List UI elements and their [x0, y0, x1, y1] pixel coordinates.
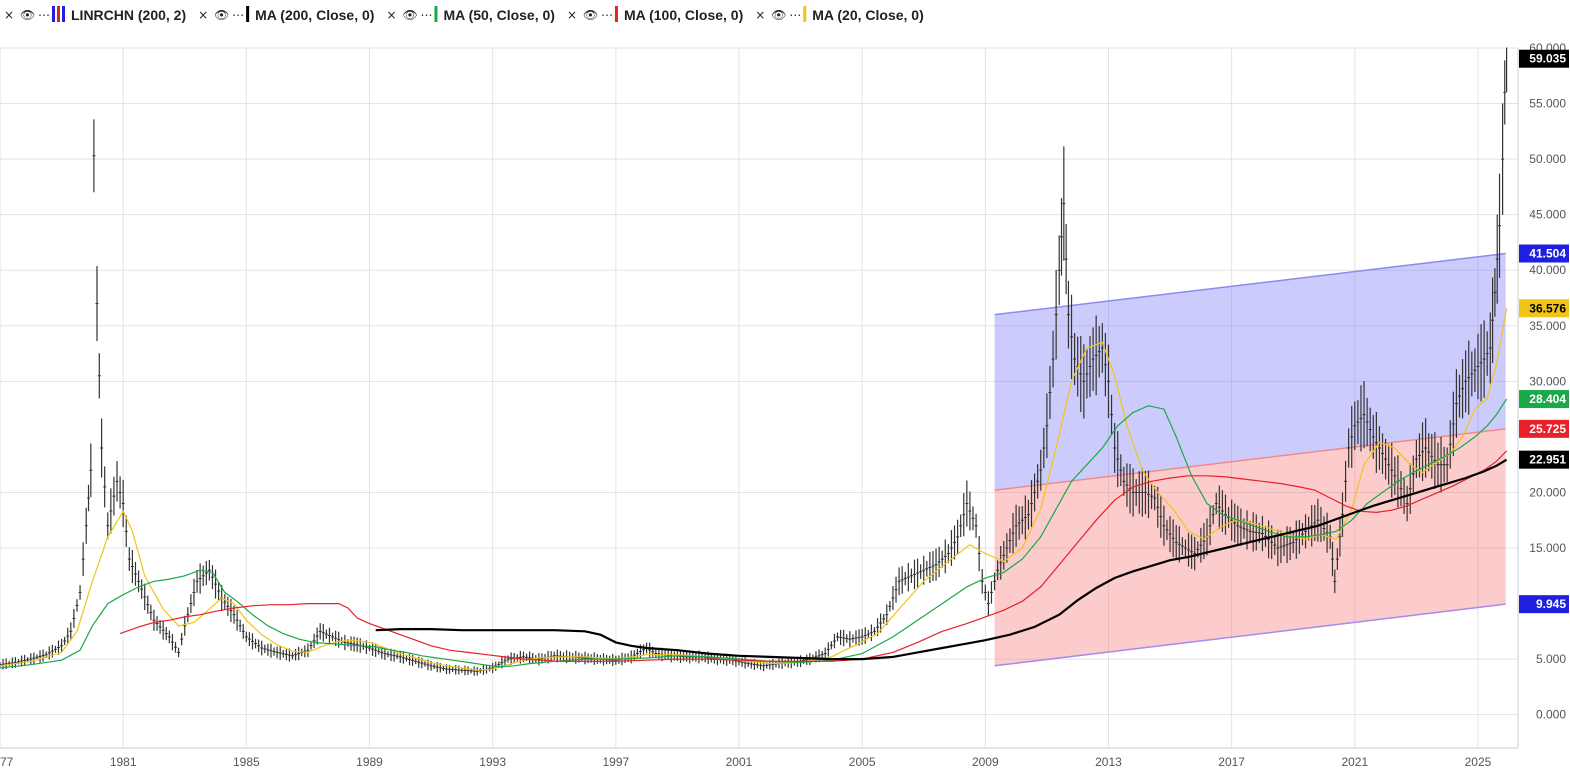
- y-tick-label: 30.000: [1529, 374, 1566, 388]
- close-icon[interactable]: ×: [4, 8, 14, 22]
- legend-label[interactable]: LINRCHN (200, 2): [71, 7, 186, 23]
- series-layer: [0, 47, 1508, 676]
- more-icon[interactable]: ⋯: [232, 8, 244, 22]
- x-tick-label: 1997: [602, 755, 629, 769]
- price-tag: [1519, 49, 1569, 68]
- eye-icon[interactable]: 👁: [214, 8, 229, 22]
- x-tick-label: 1993: [479, 755, 506, 769]
- legend-bar: × 👁 ⋯ LINRCHN (200, 2) × 👁 ⋯ MA (200, Close, 0)…: [0, 0, 1518, 28]
- more-icon[interactable]: ⋯: [601, 8, 613, 22]
- price-tag-label: 25.725: [1529, 422, 1566, 436]
- y-tick-label: 15.000: [1529, 541, 1566, 555]
- channel-middle-line: [994, 428, 1506, 491]
- y-tick-label: 40.000: [1529, 263, 1566, 277]
- price-tag-label: 9.945: [1536, 597, 1566, 611]
- legend-swatch: [57, 6, 60, 22]
- price-tags: 59.035 41.504 36.576 28.404 25.725 22.951 9.94…: [1519, 49, 1569, 614]
- channel-lower-line: [994, 603, 1506, 667]
- x-tick-label: 1981: [110, 755, 137, 769]
- price-tag-label: 59.035: [1529, 52, 1566, 66]
- more-icon[interactable]: ⋯: [789, 8, 801, 22]
- legend-swatch: [62, 6, 65, 22]
- x-tick-label: 2017: [1218, 755, 1245, 769]
- x-tick-label: 2009: [972, 755, 999, 769]
- x-tick-label: 1985: [233, 755, 260, 769]
- price-tag-label: 36.576: [1529, 301, 1566, 315]
- y-tick-label: 50.000: [1529, 152, 1566, 166]
- x-tick-label: 2021: [1341, 755, 1368, 769]
- x-tick-label: 2001: [726, 755, 753, 769]
- y-tick-label: 0.000: [1536, 708, 1566, 722]
- x-tick-label: 2013: [1095, 755, 1122, 769]
- close-icon[interactable]: ×: [567, 8, 577, 22]
- channel-upper-band: [994, 253, 1506, 491]
- price-tag-label: 22.951: [1529, 453, 1566, 467]
- price-tag: [1519, 419, 1569, 438]
- close-icon[interactable]: ×: [755, 8, 765, 22]
- x-tick-label: 1977: [0, 755, 14, 769]
- more-icon[interactable]: ⋯: [38, 8, 50, 22]
- price-tag-label: 28.404: [1529, 392, 1566, 406]
- legend-swatch: [614, 6, 618, 22]
- legend-label[interactable]: MA (20, Close, 0): [812, 7, 924, 23]
- eye-icon[interactable]: 👁: [583, 8, 598, 22]
- legend-label[interactable]: MA (100, Close, 0): [624, 7, 743, 23]
- price-tag: [1519, 595, 1569, 614]
- regression-channel: [994, 252, 1506, 667]
- eye-icon[interactable]: 👁: [20, 8, 35, 22]
- more-icon[interactable]: ⋯: [420, 8, 432, 22]
- legend-label[interactable]: MA (200, Close, 0): [255, 7, 374, 23]
- legend-swatch: [52, 6, 55, 22]
- y-tick-label: 45.000: [1529, 208, 1566, 222]
- x-tick-label: 2025: [1465, 755, 1492, 769]
- eye-icon[interactable]: 👁: [402, 8, 417, 22]
- legend-swatch: [803, 6, 807, 22]
- axes: 1977 1981 1985 1989 1993 1997 2001 2005 2009 2013…: [0, 41, 1566, 769]
- legend-label[interactable]: MA (50, Close, 0): [443, 7, 555, 23]
- series-line-ma-200-close-0: [375, 458, 1508, 661]
- x-tick-label: 1989: [356, 755, 383, 769]
- channel-lower-band: [994, 428, 1506, 666]
- y-tick-label: 35.000: [1529, 319, 1566, 333]
- price-tag: [1519, 450, 1569, 469]
- channel-upper-line: [994, 252, 1506, 316]
- price-tag: [1519, 244, 1569, 263]
- price-tag: [1519, 299, 1569, 318]
- plot-area: [0, 48, 1518, 748]
- close-icon[interactable]: ×: [386, 8, 396, 22]
- legend-swatch: [246, 6, 250, 22]
- legend-swatch: [434, 6, 438, 22]
- grid: [0, 47, 1518, 748]
- y-tick-label: 20.000: [1529, 485, 1566, 499]
- price-tag-label: 41.504: [1529, 247, 1566, 261]
- legend-background: [0, 0, 1518, 28]
- eye-icon[interactable]: 👁: [771, 8, 786, 22]
- series-line-ma-100-close-0: [119, 450, 1508, 662]
- x-tick-label: 2005: [849, 755, 876, 769]
- close-icon[interactable]: ×: [198, 8, 208, 22]
- y-tick-label: 55.000: [1529, 97, 1566, 111]
- price-tag: [1519, 390, 1569, 409]
- y-tick-label: 5.000: [1536, 652, 1566, 666]
